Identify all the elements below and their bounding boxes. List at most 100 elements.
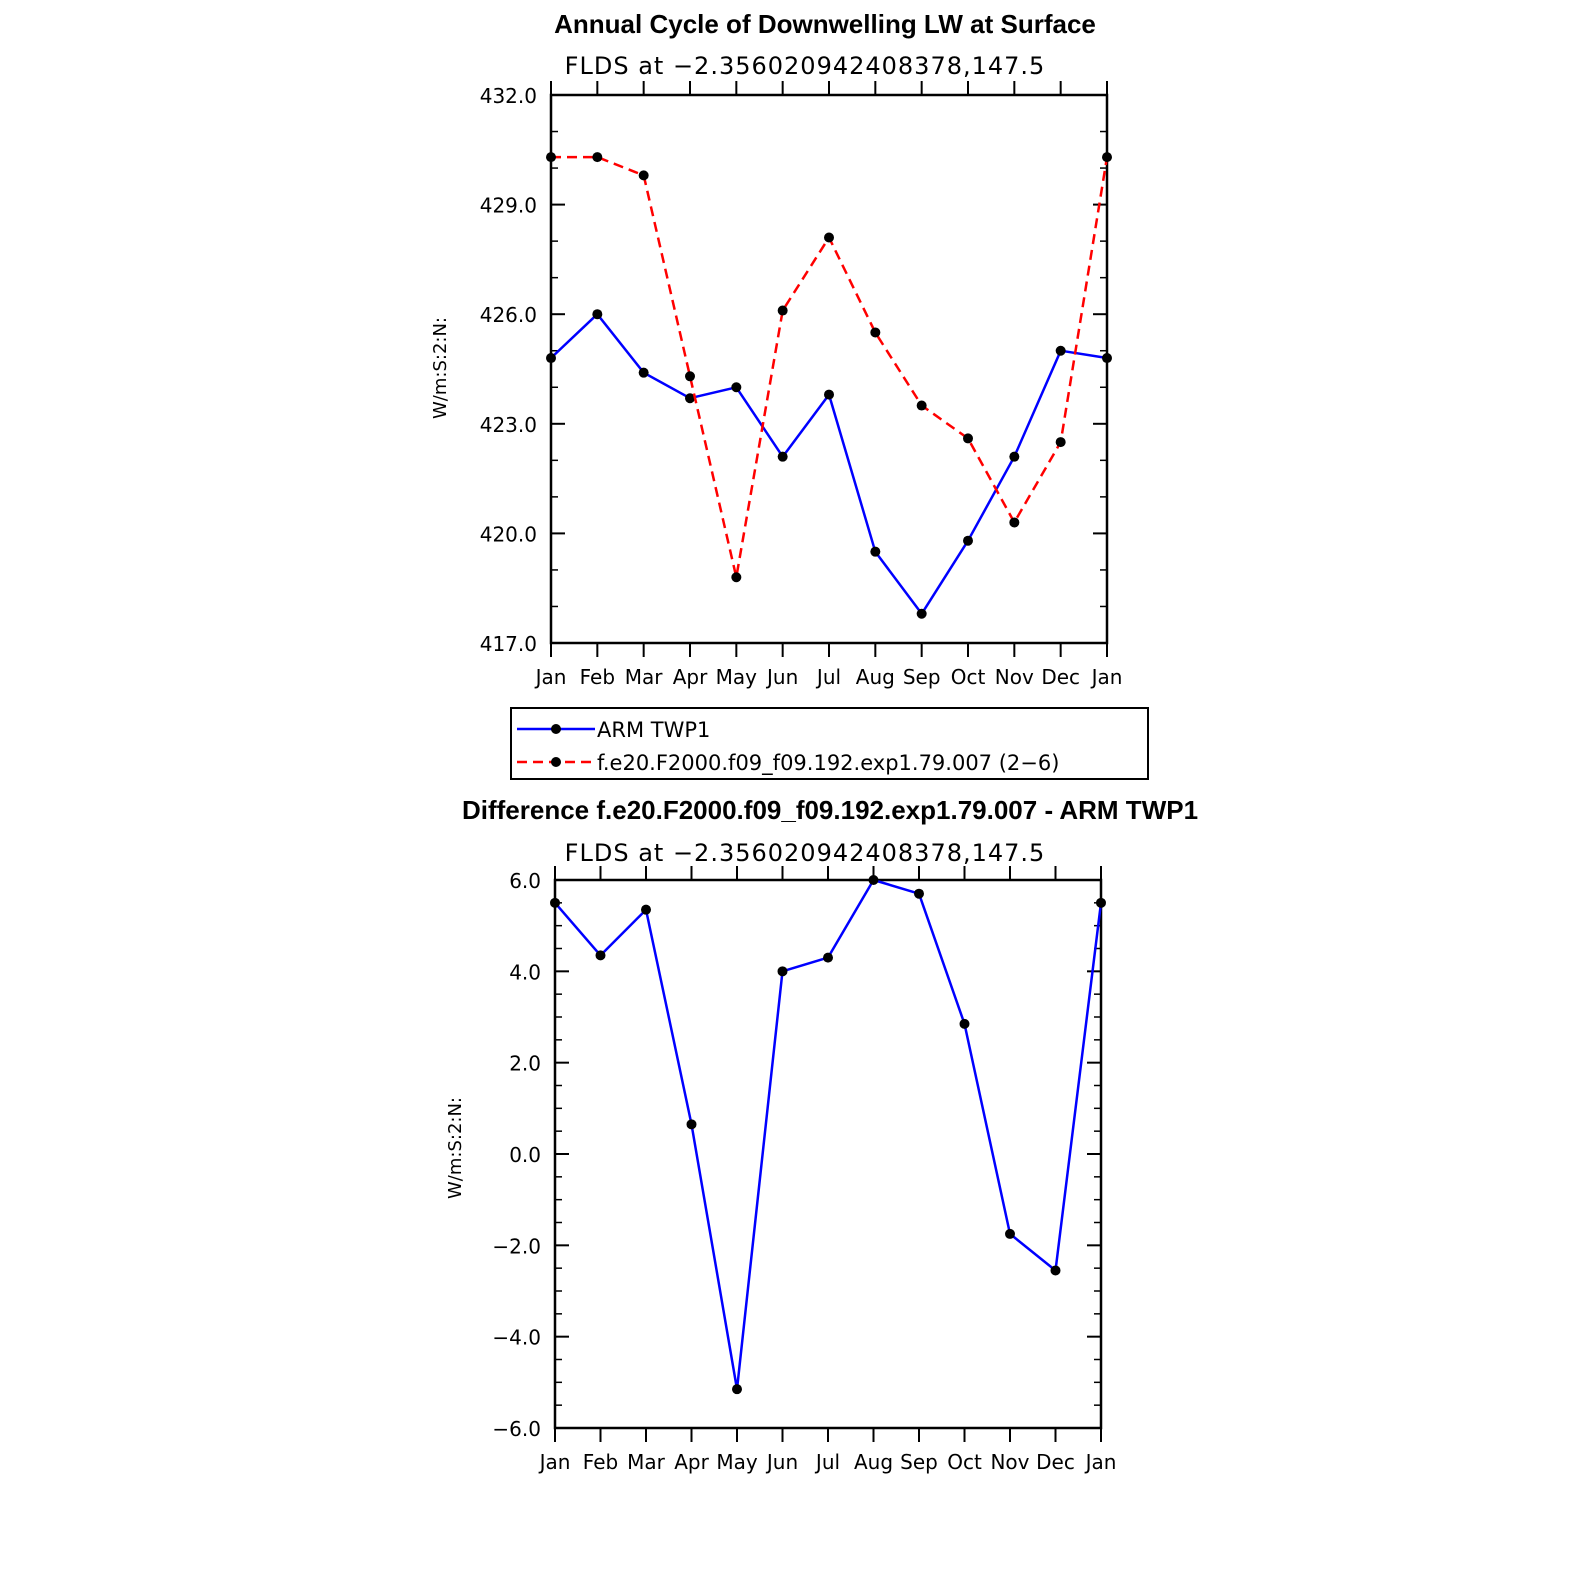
chart-title: Difference f.e20.F2000.f09_f09.192.exp1.… [462, 795, 1198, 825]
legend-label-arm: ARM TWP1 [597, 718, 710, 742]
x-ticks: Jan Feb Mar Apr May Jun Jul Aug Sep Oct Nov Dec Jan [534, 81, 1123, 689]
legend-label-model: f.e20.F2000.f09_f09.192.exp1.79.007 (2−6… [597, 751, 1059, 776]
data-point [868, 875, 879, 885]
x-tick-label: Mar [627, 1450, 666, 1474]
data-point [1055, 437, 1066, 448]
data-point [638, 367, 649, 378]
y-tick-label: 423.0 [480, 413, 537, 437]
y-axis-label: W/m:S:2:N: [430, 317, 451, 419]
legend-marker-model [551, 757, 561, 767]
data-point [959, 1018, 970, 1029]
x-tick-label: Dec [1036, 1450, 1075, 1474]
data-point [550, 897, 560, 908]
legend-box [510, 707, 1149, 780]
data-point [914, 888, 924, 899]
data-point [546, 152, 556, 163]
data-point [870, 327, 881, 338]
series-line [551, 155, 1109, 579]
chart-title: Annual Cycle of Downwelling LW at Surfac… [554, 9, 1096, 39]
x-tick-label: Jan [1084, 1450, 1117, 1474]
x-tick-label: Jan [538, 1450, 571, 1474]
x-tick-label: Dec [1041, 665, 1080, 689]
x-tick-label: Apr [673, 665, 708, 689]
y-tick-label: 2.0 [509, 1052, 541, 1076]
x-tick-label: Sep [900, 1450, 938, 1474]
x-tick-label: May [716, 1450, 758, 1474]
data-point [1102, 152, 1112, 163]
data-point [641, 904, 651, 915]
x-tick-label: Aug [856, 665, 895, 689]
data-point [824, 389, 834, 400]
x-tick-label: Feb [583, 1450, 618, 1474]
y-ticks: 432.0 429.0 426.0 423.0 420.0 417.0 [480, 84, 1107, 656]
data-point [731, 572, 742, 583]
x-tick-label: Jan [534, 665, 567, 689]
y-ticks: 6.0 4.0 2.0 0.0 −2.0 −4.0 −6.0 [492, 869, 1101, 1441]
series-group [546, 152, 1112, 619]
y-tick-label: 0.0 [509, 1143, 541, 1167]
series-line [550, 312, 1108, 616]
y-tick-label: 6.0 [509, 869, 541, 893]
y-tick-label: 429.0 [480, 194, 537, 218]
data-point [824, 232, 834, 243]
x-tick-label: Jun [765, 665, 798, 689]
x-tick-label: Mar [625, 665, 664, 689]
data-point [870, 546, 881, 557]
data-point [685, 393, 695, 404]
series-group [550, 875, 1106, 1395]
data-point [963, 535, 973, 546]
data-point [1009, 517, 1020, 528]
x-tick-label: Jan [1090, 665, 1123, 689]
x-tick-label: Aug [854, 1450, 893, 1474]
y-tick-label: −2.0 [492, 1234, 541, 1258]
data-point [685, 371, 695, 382]
data-point [777, 305, 788, 316]
data-point [1005, 1228, 1015, 1239]
y-tick-label: −4.0 [492, 1326, 541, 1350]
y-axis-label: W/m:S:2:N: [445, 1097, 466, 1199]
y-tick-label: 4.0 [509, 960, 541, 984]
chart-subtitle: FLDS at −2.356020942408378,147.5 [565, 839, 1046, 867]
data-point [731, 382, 742, 393]
x-tick-label: Feb [580, 665, 615, 689]
annual-cycle-chart: Annual Cycle of Downwelling LW at Surfac… [430, 9, 1122, 689]
data-point [963, 433, 973, 444]
x-tick-label: May [716, 665, 758, 689]
data-point [595, 950, 606, 961]
x-tick-label: Apr [674, 1450, 709, 1474]
x-tick-label: Oct [947, 1450, 982, 1474]
data-point [546, 353, 556, 364]
data-point [1102, 353, 1112, 364]
x-tick-label: Jun [765, 1450, 798, 1474]
y-tick-label: 432.0 [480, 84, 537, 108]
x-ticks: Jan Feb Mar Apr May Jun Jul Aug Sep Oct Nov Dec Jan [538, 866, 1117, 1474]
data-point [777, 966, 788, 977]
y-tick-label: 420.0 [480, 522, 537, 546]
y-tick-label: 426.0 [480, 303, 537, 327]
y-tick-label: −6.0 [492, 1417, 541, 1441]
x-tick-label: Jul [815, 665, 841, 689]
data-point [592, 309, 603, 320]
x-tick-label: Oct [951, 665, 986, 689]
data-point [1096, 897, 1106, 908]
x-tick-label: Jul [814, 1450, 840, 1474]
plot-frame [549, 93, 1109, 645]
difference-chart: Difference f.e20.F2000.f09_f09.192.exp1.… [445, 795, 1198, 1474]
data-point [592, 152, 603, 163]
x-tick-label: Nov [990, 1450, 1029, 1474]
data-point [777, 451, 788, 462]
x-tick-label: Sep [903, 665, 941, 689]
legend-marker-arm [551, 724, 561, 734]
data-point [1009, 451, 1020, 462]
chart-subtitle: FLDS at −2.356020942408378,147.5 [565, 52, 1046, 80]
data-point [732, 1384, 742, 1395]
data-point [823, 952, 833, 963]
x-tick-label: Nov [995, 665, 1034, 689]
data-point [1050, 1265, 1061, 1276]
data-point [1055, 345, 1066, 356]
legend: ARM TWP1 f.e20.F2000.f09_f09.192.exp1.79… [510, 707, 1149, 780]
data-point [916, 608, 927, 619]
data-point [686, 1119, 697, 1130]
data-point [638, 170, 649, 181]
